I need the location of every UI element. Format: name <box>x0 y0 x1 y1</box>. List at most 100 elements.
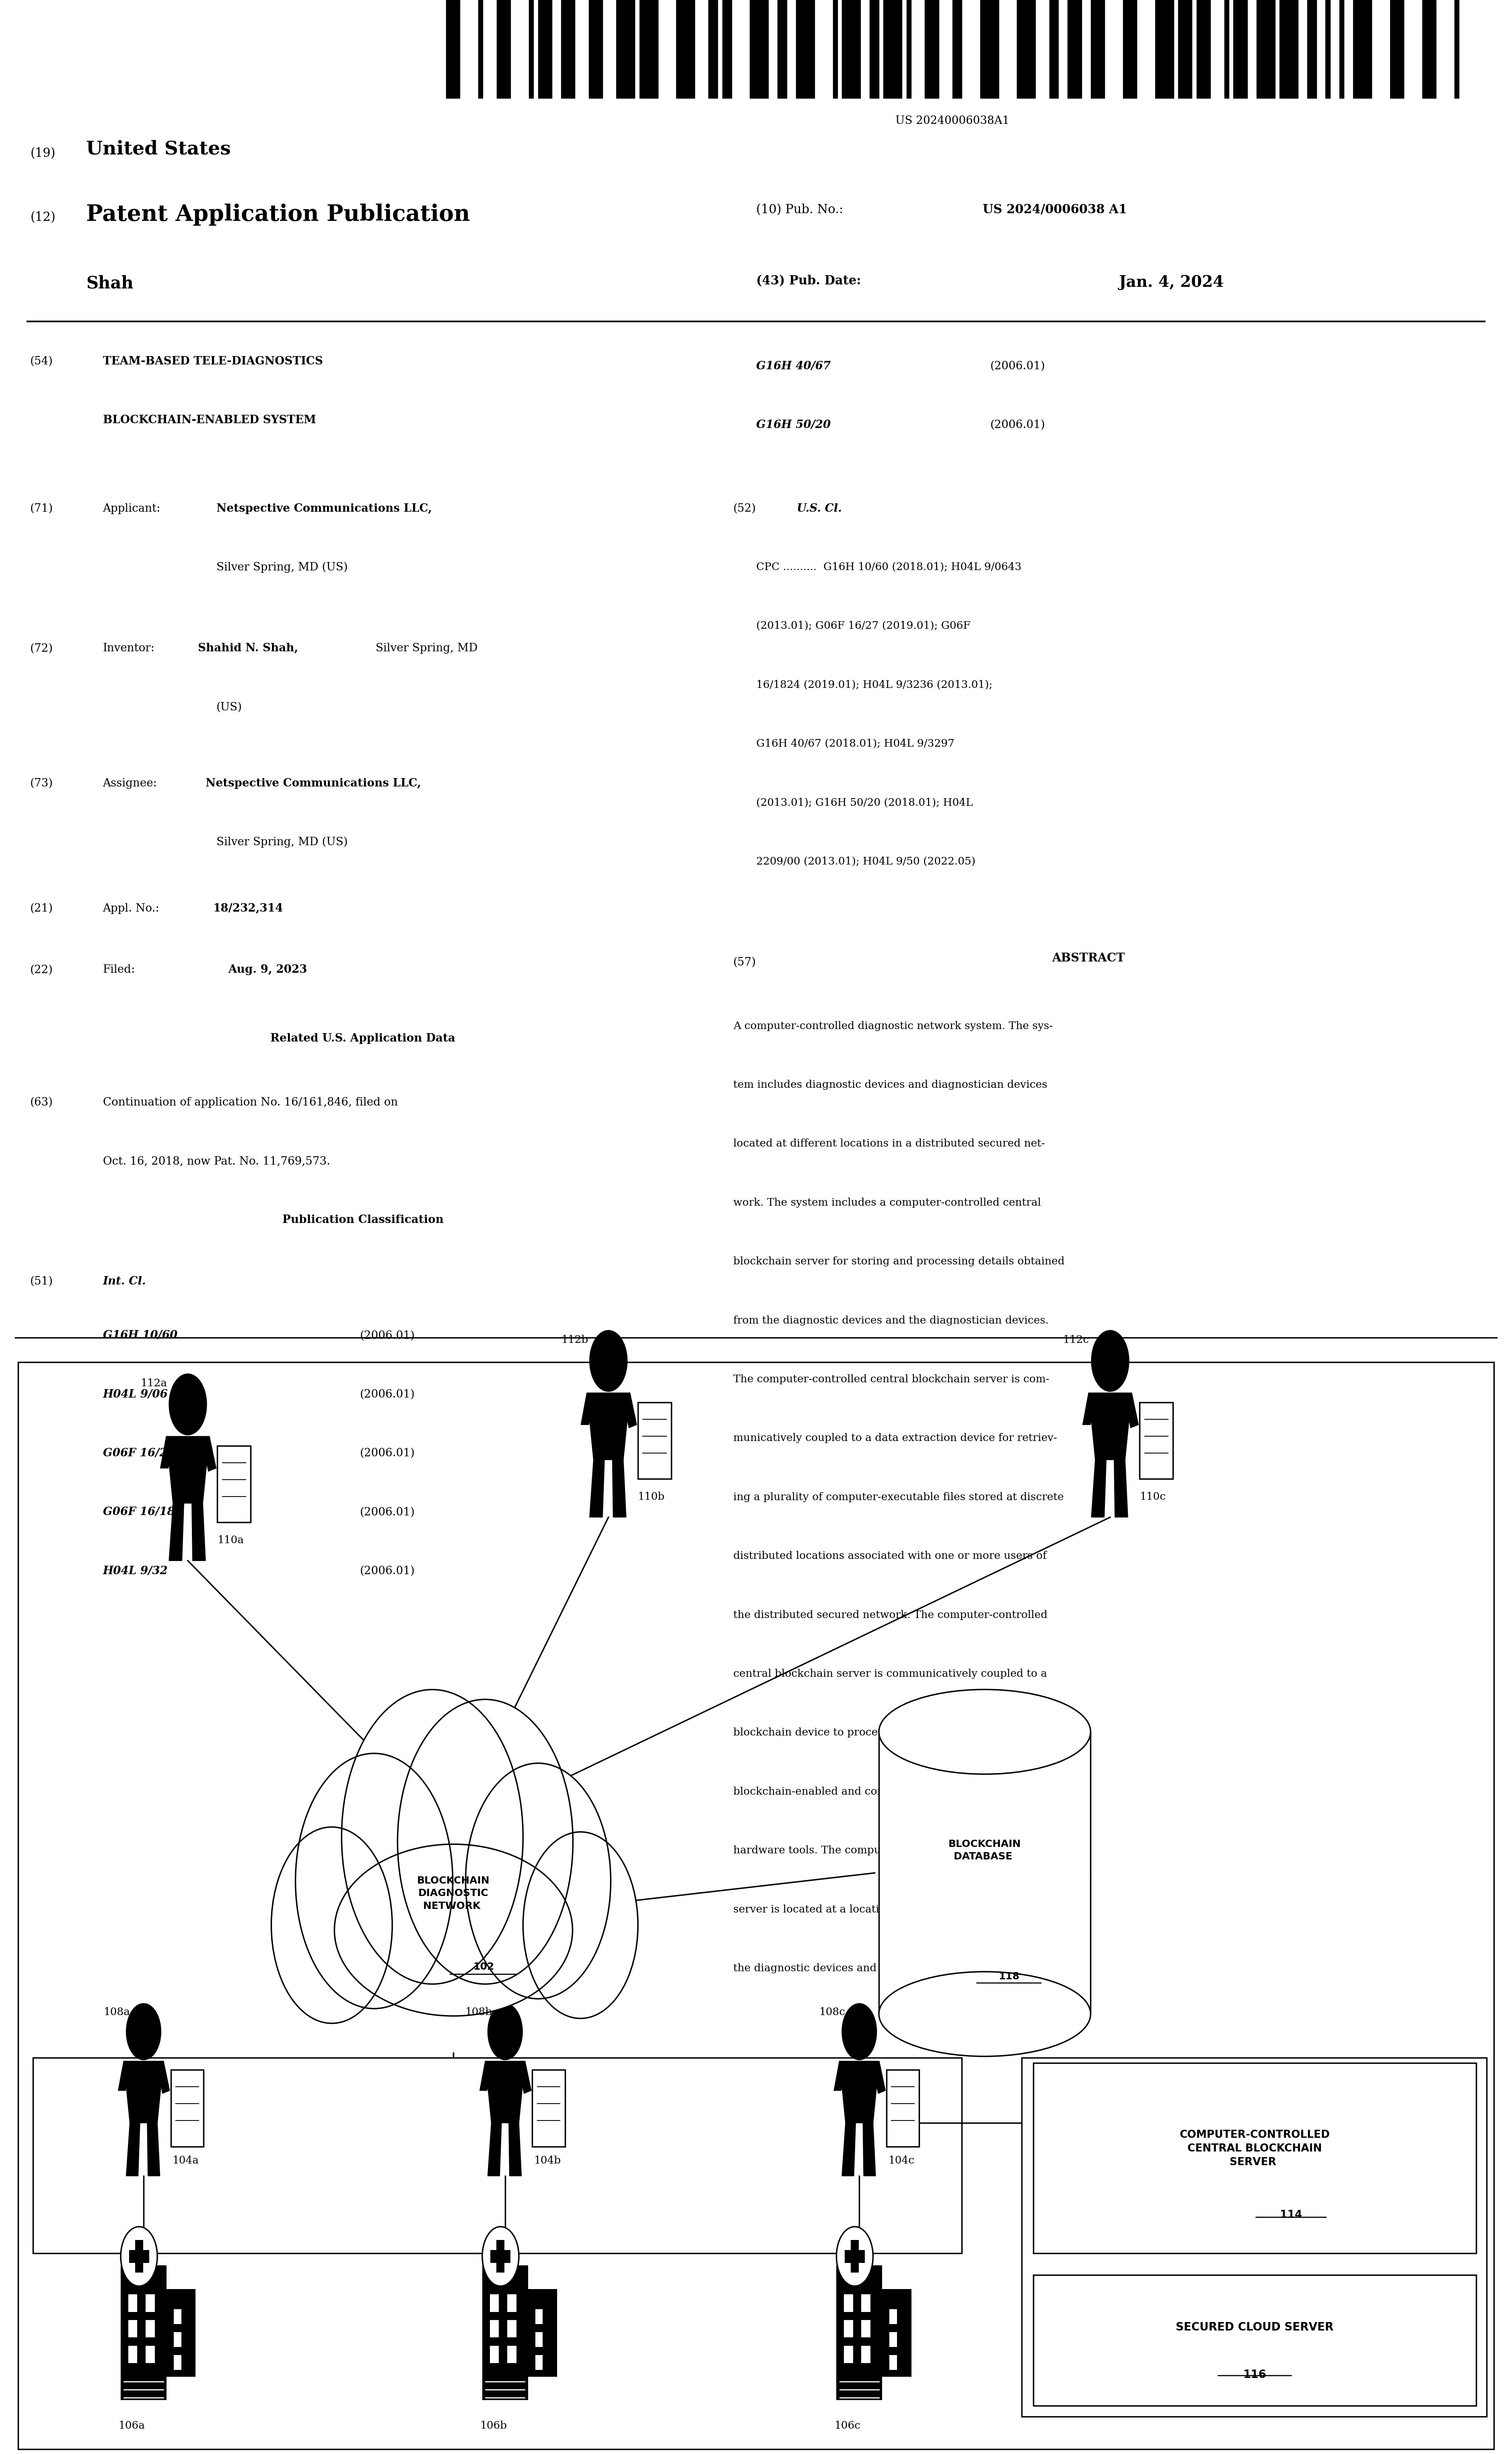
Polygon shape <box>1083 1394 1095 1426</box>
Bar <box>135 2241 144 2272</box>
Text: 108c: 108c <box>820 2007 845 2017</box>
Bar <box>833 0 838 98</box>
Text: located at different locations in a distributed secured net-: located at different locations in a dist… <box>733 1139 1045 1148</box>
Bar <box>174 2356 181 2371</box>
Polygon shape <box>485 2061 525 2123</box>
Text: COMPUTER-CONTROLLED
CENTRAL BLOCKCHAIN
SERVER: COMPUTER-CONTROLLED CENTRAL BLOCKCHAIN S… <box>1179 2130 1331 2167</box>
Text: The computer-controlled central blockchain server is com-: The computer-controlled central blockcha… <box>733 1374 1049 1384</box>
Bar <box>166 2290 195 2375</box>
Bar <box>640 0 658 98</box>
Circle shape <box>398 1701 573 1983</box>
Circle shape <box>590 1330 627 1391</box>
Text: G06F 16/27: G06F 16/27 <box>103 1448 175 1458</box>
Text: 112c: 112c <box>1063 1335 1089 1345</box>
Text: Silver Spring, MD: Silver Spring, MD <box>372 643 478 653</box>
Bar <box>1225 0 1229 98</box>
Bar <box>1123 0 1137 98</box>
Bar <box>174 2309 181 2324</box>
Text: Appl. No.:: Appl. No.: <box>103 903 159 913</box>
Bar <box>145 2294 154 2312</box>
Bar <box>18 1362 1494 2449</box>
Bar <box>174 2331 181 2346</box>
Bar <box>33 2059 962 2253</box>
Bar <box>836 2265 881 2400</box>
Bar <box>1306 0 1317 98</box>
Text: BLOCKCHAIN
DIAGNOSTIC
NETWORK: BLOCKCHAIN DIAGNOSTIC NETWORK <box>417 1875 490 1912</box>
Bar <box>538 0 552 98</box>
Bar <box>862 2346 871 2363</box>
Bar <box>507 2346 517 2363</box>
Text: Filed:: Filed: <box>103 964 135 974</box>
Bar <box>1423 0 1436 98</box>
Text: (2006.01): (2006.01) <box>990 361 1045 371</box>
Bar <box>1340 0 1344 98</box>
Circle shape <box>482 2226 519 2287</box>
Text: (10) Pub. No.:: (10) Pub. No.: <box>756 204 844 216</box>
Text: (54): (54) <box>30 356 53 366</box>
Ellipse shape <box>878 1688 1090 1774</box>
Bar <box>490 2250 511 2263</box>
Text: blockchain-enabled and computer-controlled software and: blockchain-enabled and computer-controll… <box>733 1787 1048 1796</box>
Bar <box>886 2069 919 2147</box>
Bar <box>844 2294 853 2312</box>
Bar <box>1353 0 1371 98</box>
Text: Continuation of application No. 16/161,846, filed on: Continuation of application No. 16/161,8… <box>103 1097 398 1107</box>
Bar <box>496 2241 505 2272</box>
Text: municatively coupled to a data extraction device for retriev-: municatively coupled to a data extractio… <box>733 1433 1057 1443</box>
Polygon shape <box>872 2061 886 2093</box>
Bar <box>129 2346 138 2363</box>
Bar <box>844 2346 853 2363</box>
Bar <box>617 0 635 98</box>
Text: the diagnostic devices and the diagnostician devices.: the diagnostic devices and the diagnosti… <box>733 1963 1021 1973</box>
Bar <box>129 2250 150 2263</box>
Text: 104c: 104c <box>889 2155 915 2164</box>
Polygon shape <box>835 2061 845 2091</box>
Text: (2006.01): (2006.01) <box>990 420 1045 429</box>
Bar <box>1234 0 1247 98</box>
Text: hardware tools. The computer-controlled central blockchain: hardware tools. The computer-controlled … <box>733 1845 1058 1855</box>
Text: G16H 10/60: G16H 10/60 <box>103 1330 177 1340</box>
Polygon shape <box>587 1394 631 1460</box>
Bar <box>507 2319 517 2339</box>
Text: (2006.01): (2006.01) <box>360 1389 414 1399</box>
Text: (57): (57) <box>733 957 756 967</box>
Bar <box>881 2290 912 2375</box>
Bar <box>218 1445 251 1521</box>
Bar <box>145 2319 154 2339</box>
Bar <box>907 0 912 98</box>
Text: Applicant:: Applicant: <box>103 503 160 513</box>
Bar <box>638 1401 671 1480</box>
Bar <box>129 2319 138 2339</box>
Text: Silver Spring, MD (US): Silver Spring, MD (US) <box>216 562 348 572</box>
Text: Patent Application Publication: Patent Application Publication <box>86 204 470 226</box>
Text: BLOCKCHAIN
DATABASE: BLOCKCHAIN DATABASE <box>948 1838 1021 1863</box>
Text: (2006.01): (2006.01) <box>360 1448 414 1458</box>
Bar <box>869 0 878 98</box>
Text: 16/1824 (2019.01); H04L 9/3236 (2013.01);: 16/1824 (2019.01); H04L 9/3236 (2013.01)… <box>756 680 992 690</box>
Text: 112b: 112b <box>561 1335 588 1345</box>
Bar <box>1155 0 1173 98</box>
Circle shape <box>121 2226 157 2287</box>
Text: US 20240006038A1: US 20240006038A1 <box>895 115 1010 125</box>
Polygon shape <box>192 1504 206 1561</box>
Polygon shape <box>519 2061 531 2093</box>
Text: BLOCKCHAIN-ENABLED SYSTEM: BLOCKCHAIN-ENABLED SYSTEM <box>103 415 316 425</box>
Text: work. The system includes a computer-controlled central: work. The system includes a computer-con… <box>733 1198 1042 1207</box>
Text: (52): (52) <box>733 503 756 513</box>
Ellipse shape <box>334 1845 573 2017</box>
Text: 106c: 106c <box>835 2420 860 2429</box>
Text: (2006.01): (2006.01) <box>360 1330 414 1340</box>
Text: Int. Cl.: Int. Cl. <box>103 1276 147 1286</box>
Bar <box>490 2294 499 2312</box>
Text: Jan. 4, 2024: Jan. 4, 2024 <box>1119 275 1225 290</box>
Polygon shape <box>147 2123 160 2177</box>
Polygon shape <box>581 1394 594 1426</box>
Circle shape <box>125 2002 160 2059</box>
Polygon shape <box>124 2061 163 2123</box>
Circle shape <box>271 1826 392 2022</box>
Text: (2013.01); G16H 50/20 (2018.01); H04L: (2013.01); G16H 50/20 (2018.01); H04L <box>756 798 972 807</box>
Text: 114: 114 <box>1281 2209 1302 2221</box>
Bar <box>535 2309 543 2324</box>
Text: from the diagnostic devices and the diagnostician devices.: from the diagnostic devices and the diag… <box>733 1315 1049 1325</box>
Text: the distributed secured network. The computer-controlled: the distributed secured network. The com… <box>733 1610 1048 1620</box>
